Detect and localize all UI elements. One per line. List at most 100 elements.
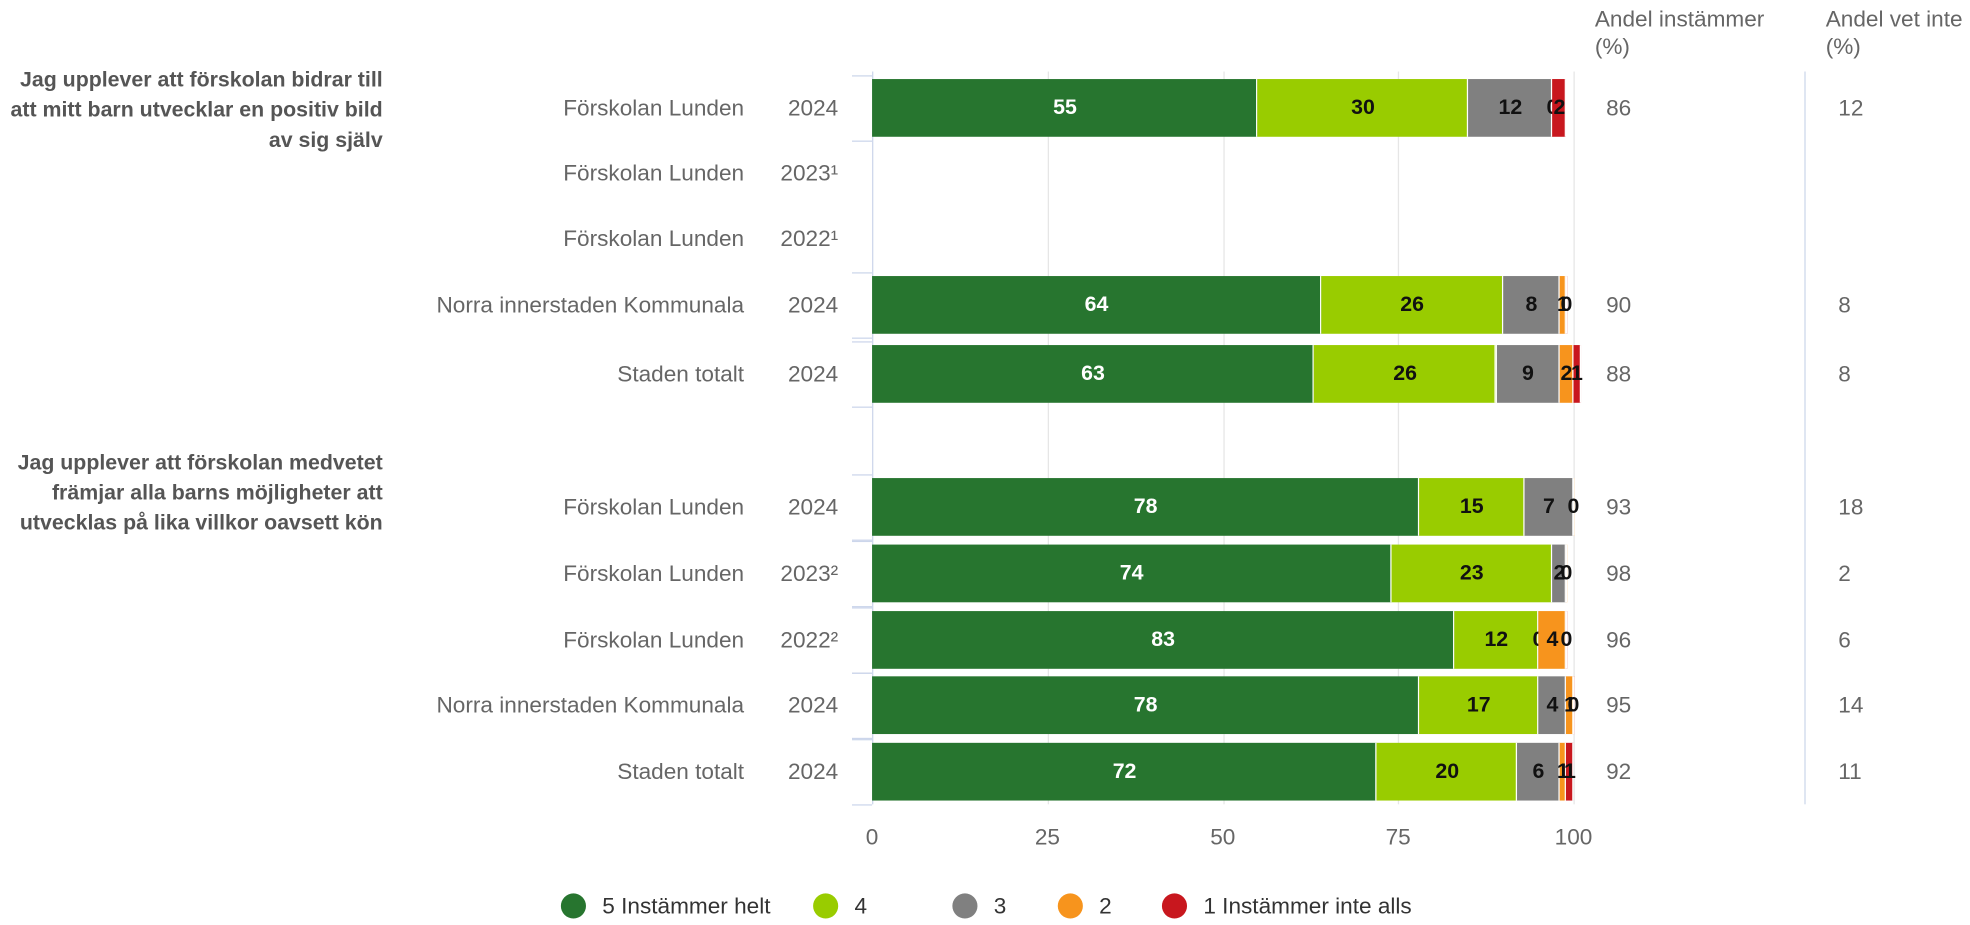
bar-segment [1454,611,1539,669]
y-axis-line [872,71,874,805]
bar-segment [1552,79,1567,137]
bar-segment [1524,478,1574,536]
data-label: 74 [1119,560,1144,585]
bar-segment [1573,676,1575,735]
bar-segment [1320,276,1504,334]
bar-segment [872,79,1258,137]
bar-segment [1419,478,1525,536]
bar-segment [1257,79,1469,137]
data-label: 1 [1557,759,1569,783]
data-label: 7 [1542,494,1555,519]
bar-segment [1559,742,1567,801]
tick-mark [851,272,873,274]
data-label: 26 [1393,361,1417,386]
data-label: 1 [1564,759,1576,783]
value-cell: 86 [1606,95,1632,121]
data-label: 4 [1546,627,1559,652]
group-title: Jag upplever att förskolan medvetet främ… [17,450,383,535]
separator [1804,71,1806,805]
row-label: Förskolan Lunden [563,95,745,121]
data-label: 2 [1553,95,1566,120]
value-cell: 2 [1838,560,1851,586]
bar-segment [1566,276,1568,334]
bar-segment [872,611,1455,669]
data-label: 30 [1351,95,1375,120]
legend-label: 5 Instämmer helt [602,893,771,919]
legend-swatch [813,893,839,919]
year-label: 2023² [780,560,839,586]
data-label: 8 [1525,292,1538,317]
data-label: 23 [1459,560,1484,585]
year-label: 2022² [780,627,839,653]
bar-segment [1538,676,1567,735]
bar-segment [1573,478,1575,536]
data-label: 4 [1546,692,1559,717]
bar-segment [1313,345,1497,403]
bar-segment [1517,742,1560,801]
data-label: 0 [1567,692,1580,717]
bar-segment [872,345,1314,403]
value-cell: 18 [1838,494,1864,520]
legend-label: 1 Instämmer inte alls [1203,893,1412,919]
legend-swatch [560,893,586,919]
tick-mark [851,739,873,741]
bar-segment [1566,742,1574,801]
legend-label: 3 [993,893,1007,919]
group-title: Jag upplever att förskolan bidrar till a… [10,67,383,152]
bar-segment [1419,676,1539,735]
bar-segment [1377,742,1518,801]
tick-mark [851,341,873,343]
bar-segment [1503,276,1560,334]
grid-line [1047,71,1049,805]
year-label: 2024 [787,494,839,520]
data-label: 9 [1521,361,1534,386]
tick-mark [851,539,873,541]
legend-label: 2 [1099,893,1112,919]
tick-mark [851,540,873,543]
row-label: Förskolan Lunden [563,160,745,186]
column-header: Andel vet inte (%) [1825,6,1963,59]
data-label: 1 [1571,361,1583,386]
value-cell: 92 [1606,759,1632,785]
value-cell: 14 [1838,692,1864,718]
x-tick-label: 50 [1210,824,1236,850]
data-label: 0 [1560,627,1573,652]
bar-segment [872,544,1392,603]
year-label: 2024 [787,361,839,387]
year-label: 2023¹ [780,160,839,186]
row-label: Förskolan Lunden [563,225,745,251]
x-tick-label: 0 [865,824,879,850]
data-label: 0 [1513,611,1563,669]
value-cell: 88 [1606,361,1632,387]
column-header: Andel instämmer (%) [1594,6,1765,59]
data-label: 55 [1053,95,1077,120]
tick-mark [851,75,873,77]
row-label: Förskolan Lunden [563,627,745,653]
legend-swatch [1161,893,1188,919]
row-label: Staden totalt [617,759,745,785]
x-tick-label: 100 [1554,824,1593,850]
data-label: 12 [1498,95,1523,120]
bar-segment [1538,611,1567,669]
row-label: Norra innerstaden Kommunala [436,692,745,718]
data-label: 2 [1553,560,1566,585]
value-cell: 95 [1606,692,1632,718]
data-label: 64 [1084,292,1109,317]
data-label: 72 [1112,759,1137,783]
row-label: Förskolan Lunden [563,560,745,586]
bar-segment [872,676,1420,735]
data-label: 15 [1459,494,1484,519]
value-cell: 8 [1838,361,1851,387]
legend-swatch [1057,893,1083,919]
data-label: 78 [1133,692,1158,717]
bar-segment [1566,544,1568,603]
bar-segment [1559,276,1567,334]
bar-segment [1496,345,1560,403]
x-tick-label: 25 [1034,824,1060,850]
data-label: 0 [1560,292,1573,317]
grid-line [1573,71,1575,805]
row-label: Norra innerstaden Kommunala [436,292,745,318]
bar-segment [1391,544,1553,603]
data-label: 1 [1557,292,1569,317]
